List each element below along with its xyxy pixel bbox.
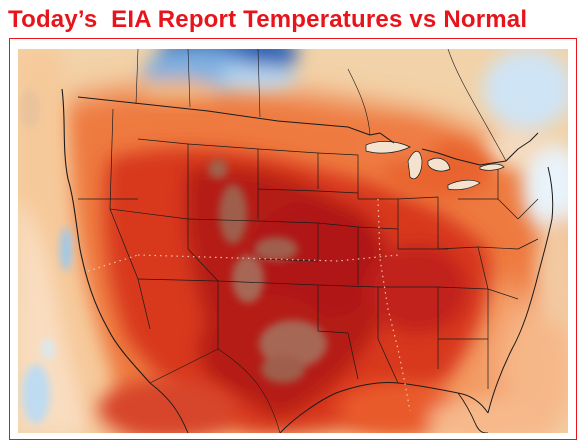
- anomaly-field: [18, 49, 568, 433]
- state-boundaries: [61, 88, 554, 433]
- map-panel: [9, 38, 577, 440]
- province-boundaries: [135, 49, 507, 433]
- great-lakes: [365, 141, 505, 191]
- region-marker-lines: [87, 198, 411, 412]
- page-title: Today’s EIA Report Temperatures vs Norma…: [8, 6, 528, 33]
- temperature-anomaly-map: [18, 49, 568, 433]
